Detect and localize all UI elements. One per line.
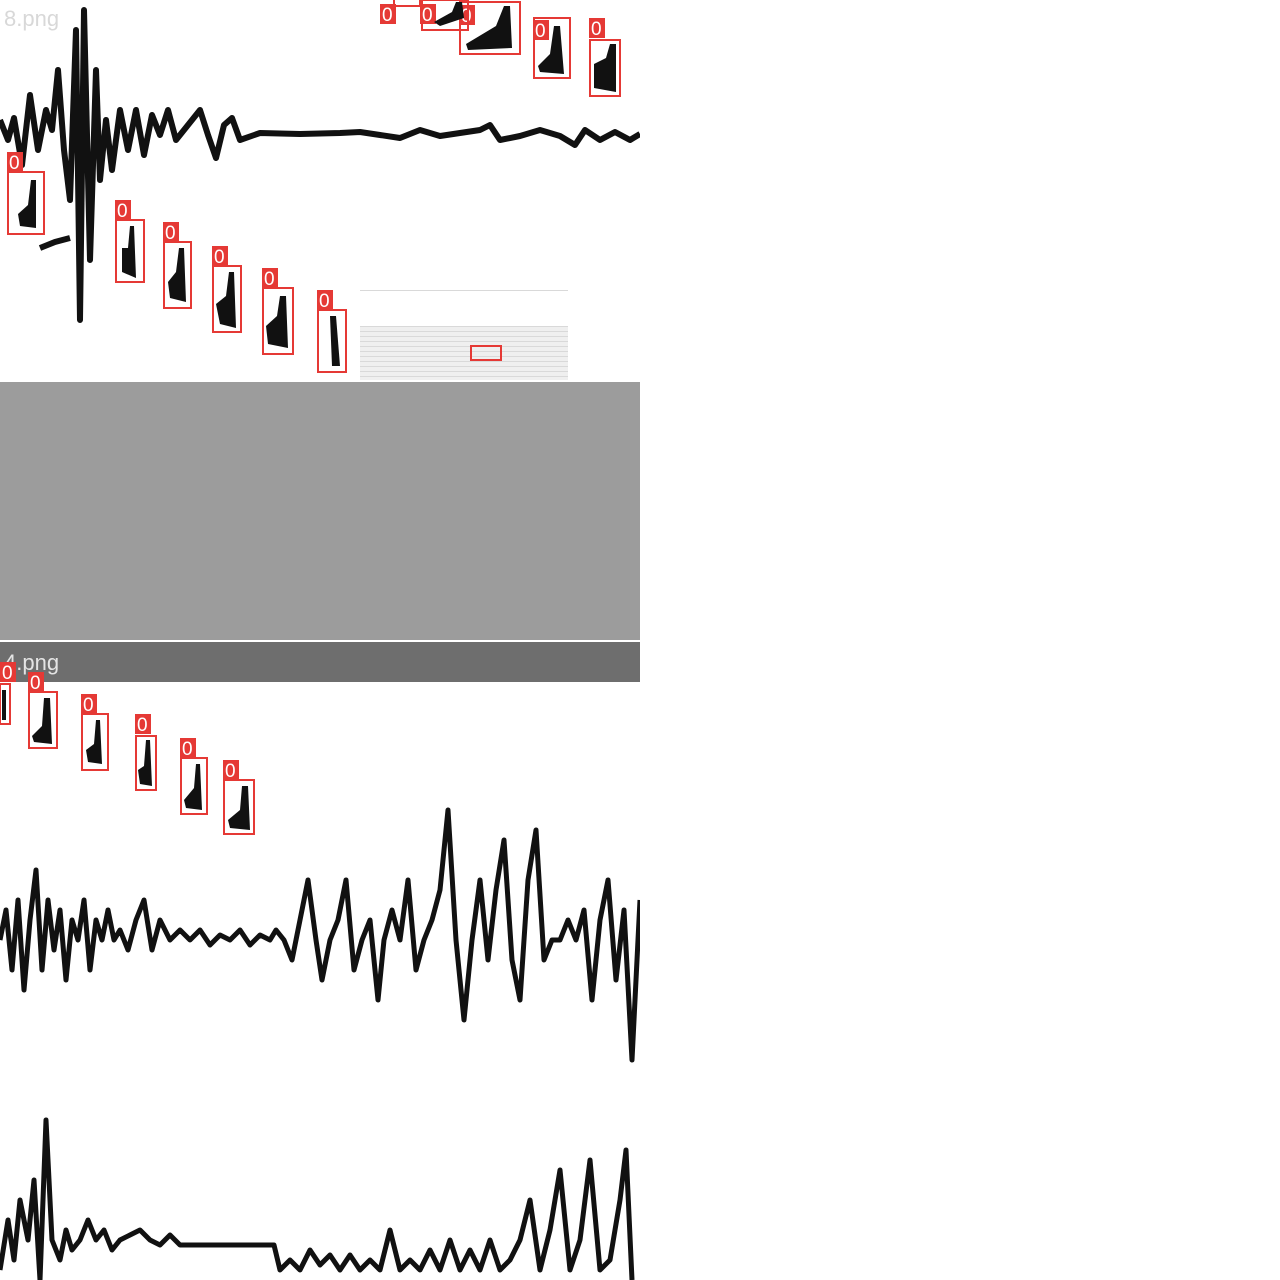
class-label: 0 <box>182 739 193 760</box>
class-label: 0 <box>117 201 128 222</box>
detection-box-icon: 0 <box>533 17 571 79</box>
class-label: 0 <box>225 761 236 782</box>
detection-box-icon: 0 <box>380 0 421 26</box>
detection-box-icon: 0 <box>135 714 157 791</box>
detection-box-icon: 0 <box>163 222 192 309</box>
detection-box-icon: 0 <box>212 246 242 333</box>
detection-box-icon: 0 <box>180 738 208 815</box>
class-label: 0 <box>264 269 275 290</box>
detection-box-icon: 0 <box>223 760 255 835</box>
filename-label: 8.png <box>4 6 60 31</box>
detection-box-icon: 0 <box>81 694 109 771</box>
waveform-trace-top <box>0 7 640 323</box>
class-label: 0 <box>83 695 94 716</box>
class-label: 0 <box>461 6 472 27</box>
thumbnail-grid <box>360 326 568 380</box>
detection-box-icon: 0 <box>589 18 621 97</box>
tile-4png: 4.png 0 0 0 0 0 <box>0 640 640 1280</box>
class-label: 0 <box>535 21 546 42</box>
tile-8png: 8.png 0 0 0 0 0 0 <box>0 0 640 380</box>
detection-box-icon: 0 <box>420 0 469 31</box>
detections-bottom: 0 0 0 0 0 0 <box>0 662 255 835</box>
class-label: 0 <box>591 19 602 40</box>
thumbnail-preview <box>360 290 568 380</box>
detection-box-icon: 0 <box>0 662 16 725</box>
detection-box-icon: 0 <box>7 152 45 235</box>
detection-box-icon: 0 <box>115 200 145 283</box>
class-label: 0 <box>382 5 393 26</box>
waveform-trace-bottom <box>0 807 640 1280</box>
empty-panel <box>0 380 640 640</box>
class-label: 0 <box>2 663 13 684</box>
filename-label: 4.png <box>4 650 60 675</box>
class-label: 0 <box>422 5 433 26</box>
class-label: 0 <box>30 673 41 694</box>
class-label: 0 <box>137 715 148 736</box>
class-label: 0 <box>319 291 330 312</box>
tile-header-bar: 4.png <box>0 640 640 682</box>
detection-box-icon: 0 <box>317 290 347 373</box>
thumbnail-header <box>360 290 568 327</box>
class-label: 0 <box>165 223 176 244</box>
detections-top: 0 0 0 0 0 0 0 <box>7 0 621 373</box>
detection-box-icon: 0 <box>28 672 58 749</box>
detection-box-icon: 0 <box>262 268 294 355</box>
class-label: 0 <box>9 153 20 174</box>
class-label: 0 <box>214 247 225 268</box>
detection-box-icon <box>470 345 502 361</box>
